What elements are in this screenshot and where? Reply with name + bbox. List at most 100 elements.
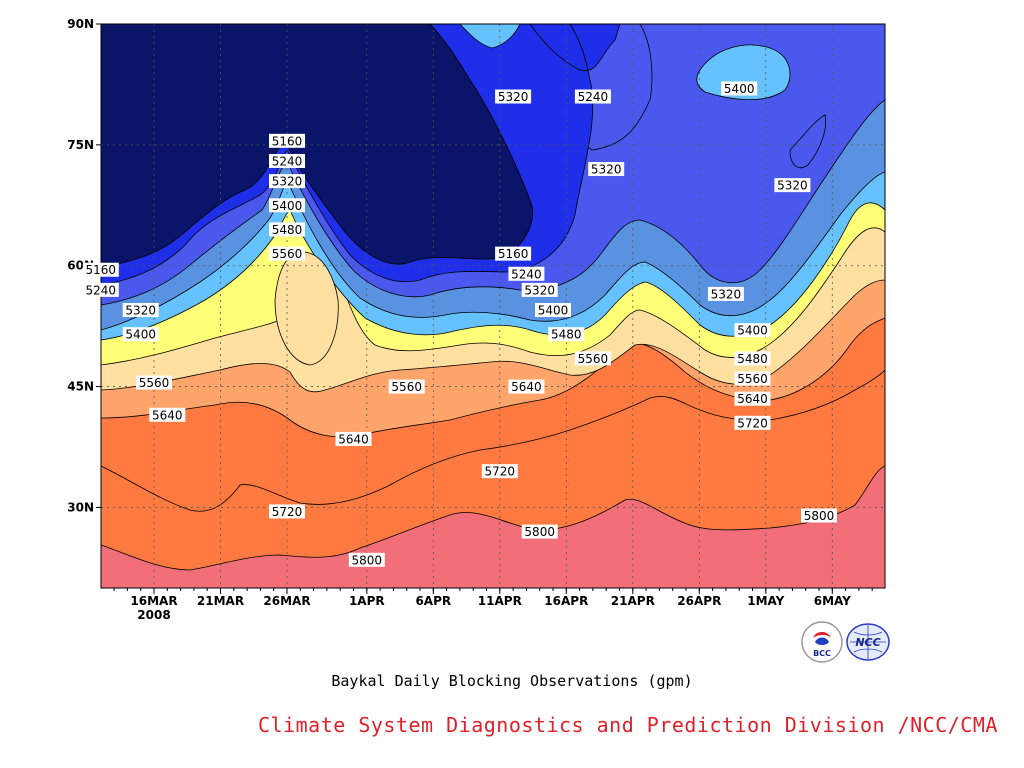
x-tick-label: 16APR <box>544 594 588 608</box>
contour-label: 5720 <box>481 464 518 479</box>
contour-label-bg <box>521 282 558 297</box>
contour-label-bg <box>149 407 186 422</box>
bcc-logo: BCC <box>801 621 843 663</box>
contour-label: 5240 <box>574 89 611 104</box>
contour-label-bg <box>521 524 558 539</box>
contour-label-text: 5320 <box>125 304 156 318</box>
contour-label: 5800 <box>801 508 837 523</box>
contour-label-bg <box>734 371 771 386</box>
contour-label-text: 5400 <box>538 304 569 318</box>
contour-label-text: 5400 <box>737 324 768 338</box>
contour-label-text: 5560 <box>578 352 609 366</box>
band-5400_5480-polar-lobe <box>696 44 791 101</box>
contour-label-bg <box>734 415 771 430</box>
contour-label: 5640 <box>734 391 771 406</box>
ncc-logo-text: NCC <box>855 636 880 649</box>
contour-label-text: 5640 <box>511 380 542 394</box>
contour-label: 5400 <box>535 303 571 318</box>
contour-label-text: 5240 <box>272 154 303 168</box>
contour-label: 5480 <box>548 327 585 342</box>
contour-label: 5400 <box>734 323 771 338</box>
contour-label-text: 5480 <box>551 328 582 342</box>
contour-label-text: 5480 <box>272 223 303 237</box>
contour-label-bg <box>508 266 545 281</box>
contour-label-text: 5720 <box>737 416 768 430</box>
bcc-logo-text: BCC <box>813 649 831 658</box>
contour-label: 5640 <box>508 379 545 394</box>
contour-label: 5480 <box>734 351 771 366</box>
x-tick-label: 16MAR <box>130 594 177 608</box>
contour-label-bg <box>774 178 811 193</box>
contour-label: 5240 <box>269 153 305 168</box>
contour-label: 5400 <box>269 198 305 213</box>
contour-label-bg <box>481 464 518 479</box>
contour-label: 5560 <box>269 246 305 261</box>
contour-label-text: 5640 <box>737 392 768 406</box>
x-tick-label: 26MAR <box>263 594 310 608</box>
contour-label-bg <box>335 431 372 446</box>
contour-label-bg <box>269 222 305 237</box>
contour-label: 5480 <box>269 222 305 237</box>
contour-label: 5400 <box>721 81 758 96</box>
contour-label: 5560 <box>136 375 172 390</box>
contour-label-bg <box>269 174 305 189</box>
contour-label-text: 5560 <box>139 376 170 390</box>
band-5400_5480-top-lobe <box>459 24 521 49</box>
credit-line: Climate System Diagnostics and Predictio… <box>258 713 998 737</box>
contour-label-bg <box>269 198 305 213</box>
plot-frame <box>100 23 886 589</box>
contour-label-text: 5480 <box>737 352 768 366</box>
contour-label-text: 5320 <box>777 179 808 193</box>
x-tick-label: 6MAY <box>814 594 851 608</box>
contour-label: 5320 <box>774 178 811 193</box>
contour-label: 5800 <box>521 524 558 539</box>
contour-label: 5720 <box>734 415 771 430</box>
contour-label-bg <box>388 379 425 394</box>
contour-label-text: 5320 <box>711 287 742 301</box>
contour-label-text: 5320 <box>498 90 529 104</box>
contour-label: 5800 <box>348 552 385 567</box>
contour-label: 5560 <box>574 351 611 366</box>
contour-label-text: 5400 <box>272 199 303 213</box>
contour-label-text: 5640 <box>152 408 183 422</box>
y-tick-label: 90N <box>67 17 94 31</box>
contour-label-text: 5560 <box>272 247 303 261</box>
contour-label: 5320 <box>521 282 558 297</box>
contour-label-bg <box>269 153 305 168</box>
contour-fills <box>101 24 885 588</box>
contour-label-text: 5160 <box>272 134 303 148</box>
contour-label-text: 5160 <box>498 247 529 261</box>
contour-label: 5320 <box>495 89 532 104</box>
y-tick-label: 75N <box>67 138 94 152</box>
contour-label: 5640 <box>335 431 372 446</box>
contour-label-bg <box>269 246 305 261</box>
contour-label-text: 5720 <box>485 465 516 479</box>
contour-label-bg <box>122 327 159 342</box>
contour-label-bg <box>734 323 771 338</box>
contour-label-bg <box>535 303 571 318</box>
contour-label: 5320 <box>122 303 159 318</box>
contour-label-text: 5800 <box>524 525 555 539</box>
contour-labels: 5160 5240 5320 5400 5480 5560 5160 5240 5320 5400… <box>82 81 837 567</box>
contour-label-bg <box>269 504 305 519</box>
x-year-label: 2008 <box>137 608 170 622</box>
contour-label-bg <box>136 375 172 390</box>
contour-label: 5320 <box>588 162 625 177</box>
contour-label: 5400 <box>122 327 159 342</box>
contour-label-bg <box>721 81 758 96</box>
ncc-logo: NCC <box>846 623 890 661</box>
contour-label: 5560 <box>734 371 771 386</box>
contour-label-text: 5320 <box>591 163 622 177</box>
contour-label-bg <box>122 303 159 318</box>
contour-label-bg <box>348 552 385 567</box>
contour-label-text: 5240 <box>578 90 609 104</box>
contour-label-bg <box>707 286 744 301</box>
contour-label-text: 5240 <box>86 283 117 297</box>
x-tick-label: 21MAR <box>197 594 244 608</box>
contour-label: 5640 <box>149 407 186 422</box>
contour-label: 5320 <box>707 286 744 301</box>
contour-label: 5320 <box>269 174 305 189</box>
x-tick-label: 1APR <box>349 594 385 608</box>
contour-label-text: 5400 <box>724 82 755 96</box>
